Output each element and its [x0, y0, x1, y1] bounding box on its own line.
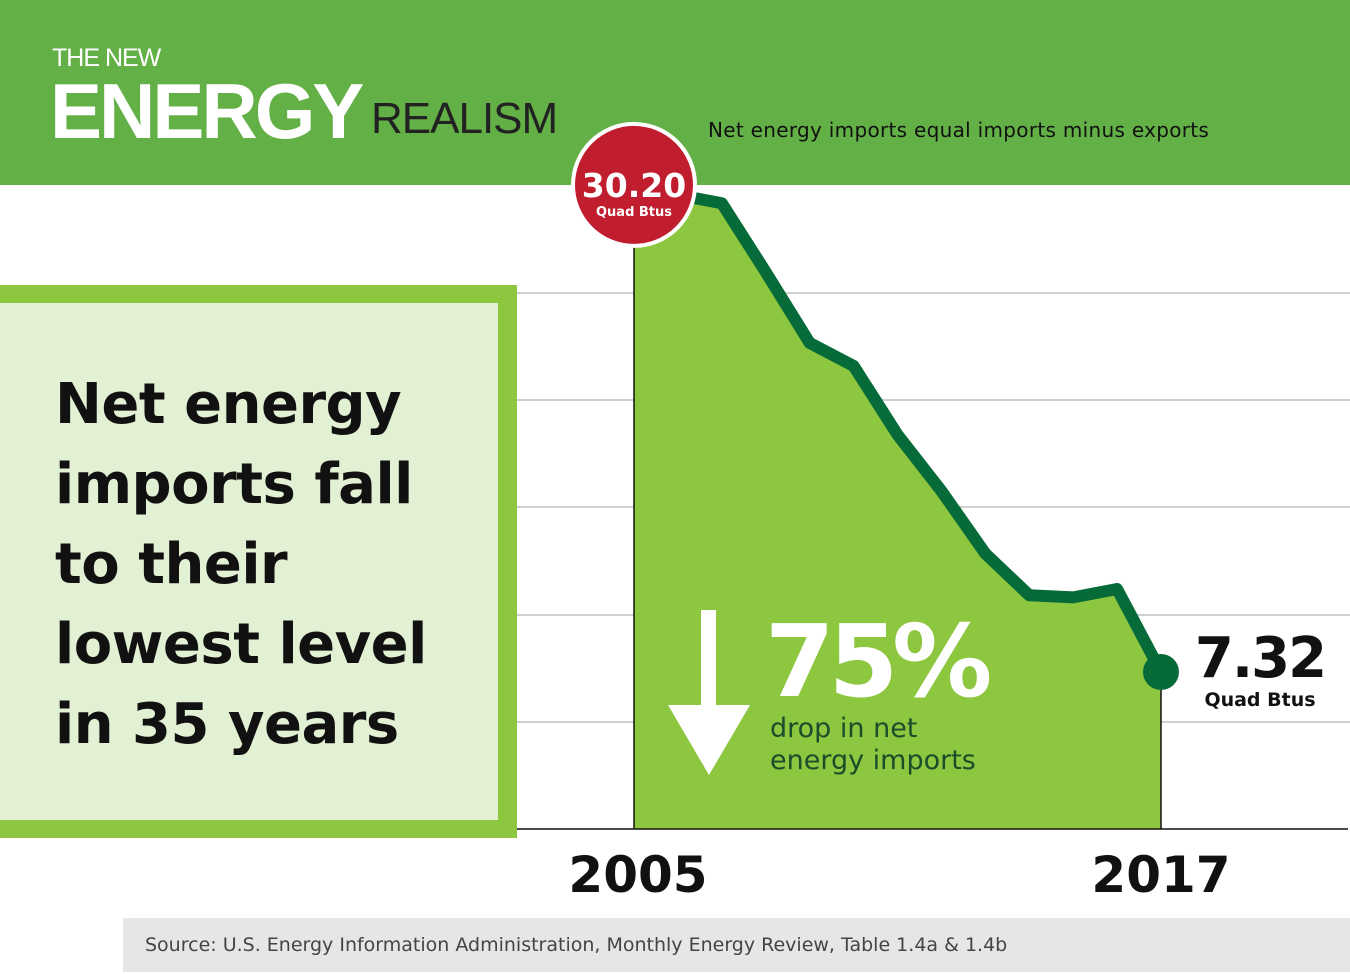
headline-box-inner: Net energy imports fall to their lowest … [0, 303, 498, 820]
percent-drop-value: 75% [765, 603, 990, 720]
start-value-label: 30.20 [582, 166, 686, 205]
annotation-line-2: energy imports [770, 745, 976, 776]
brand-the-new: THE NEW [52, 44, 161, 72]
source-bar: Source: U.S. Energy Information Administ… [123, 918, 1350, 972]
end-value-label: 7.32 [1195, 626, 1325, 691]
end-unit-label: Quad Btus [1204, 689, 1315, 711]
start-marker [571, 121, 697, 248]
annotation-line-1: drop in net [770, 713, 917, 744]
brand-realism: REALISM [371, 94, 558, 143]
start-unit-label: Quad Btus [596, 205, 672, 220]
x-tick-label-start: 2005 [568, 846, 707, 904]
end-marker [1143, 653, 1179, 690]
x-tick-label-end: 2017 [1091, 846, 1230, 904]
series-line [676, 189, 1167, 675]
brand-energy: ENERGY [50, 67, 364, 155]
area-fill [634, 194, 1161, 829]
source-text: Source: U.S. Energy Information Administ… [145, 934, 1008, 956]
down-arrow-icon [668, 610, 750, 775]
headline-box: Net energy imports fall to their lowest … [0, 285, 517, 838]
chart-subtitle: Net energy imports equal imports minus e… [708, 118, 1210, 142]
headline: Net energy imports fall to their lowest … [55, 372, 427, 757]
